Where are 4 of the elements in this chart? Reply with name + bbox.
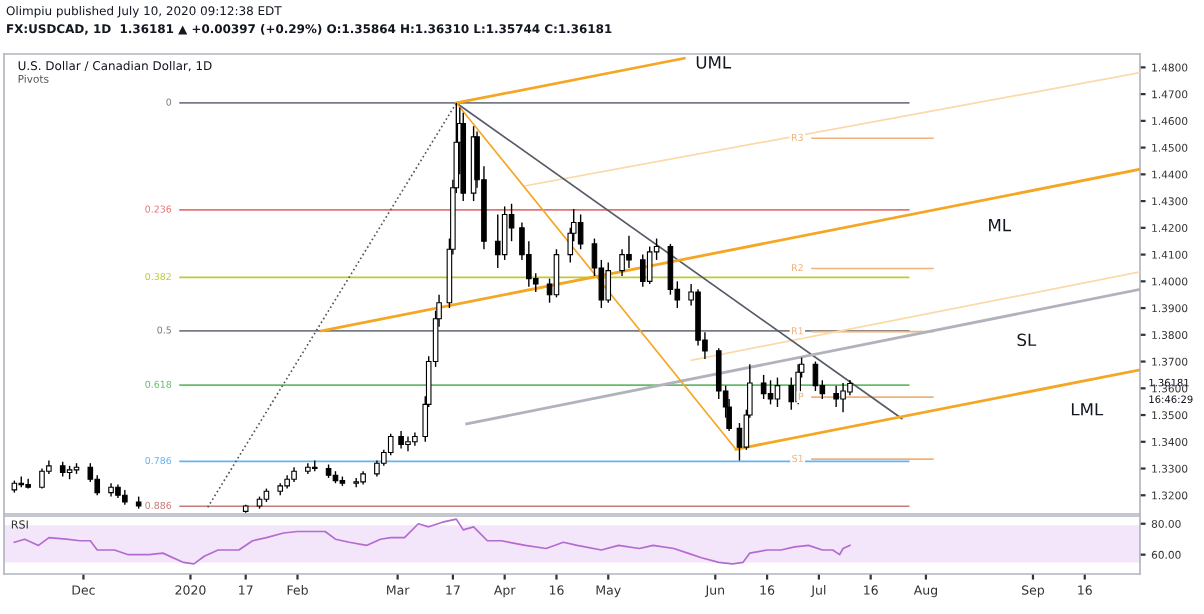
series-label: SL xyxy=(1017,333,1037,347)
series-label: UML xyxy=(696,56,732,69)
series-label: LML xyxy=(1071,403,1104,416)
series-label: ML xyxy=(989,219,1012,232)
